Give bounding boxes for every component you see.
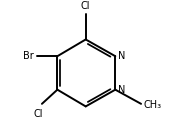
Text: Cl: Cl — [81, 1, 90, 11]
Text: CH₃: CH₃ — [144, 100, 162, 110]
Text: Cl: Cl — [33, 109, 43, 119]
Text: N: N — [118, 51, 125, 61]
Text: Br: Br — [23, 51, 34, 61]
Text: N: N — [118, 85, 125, 95]
